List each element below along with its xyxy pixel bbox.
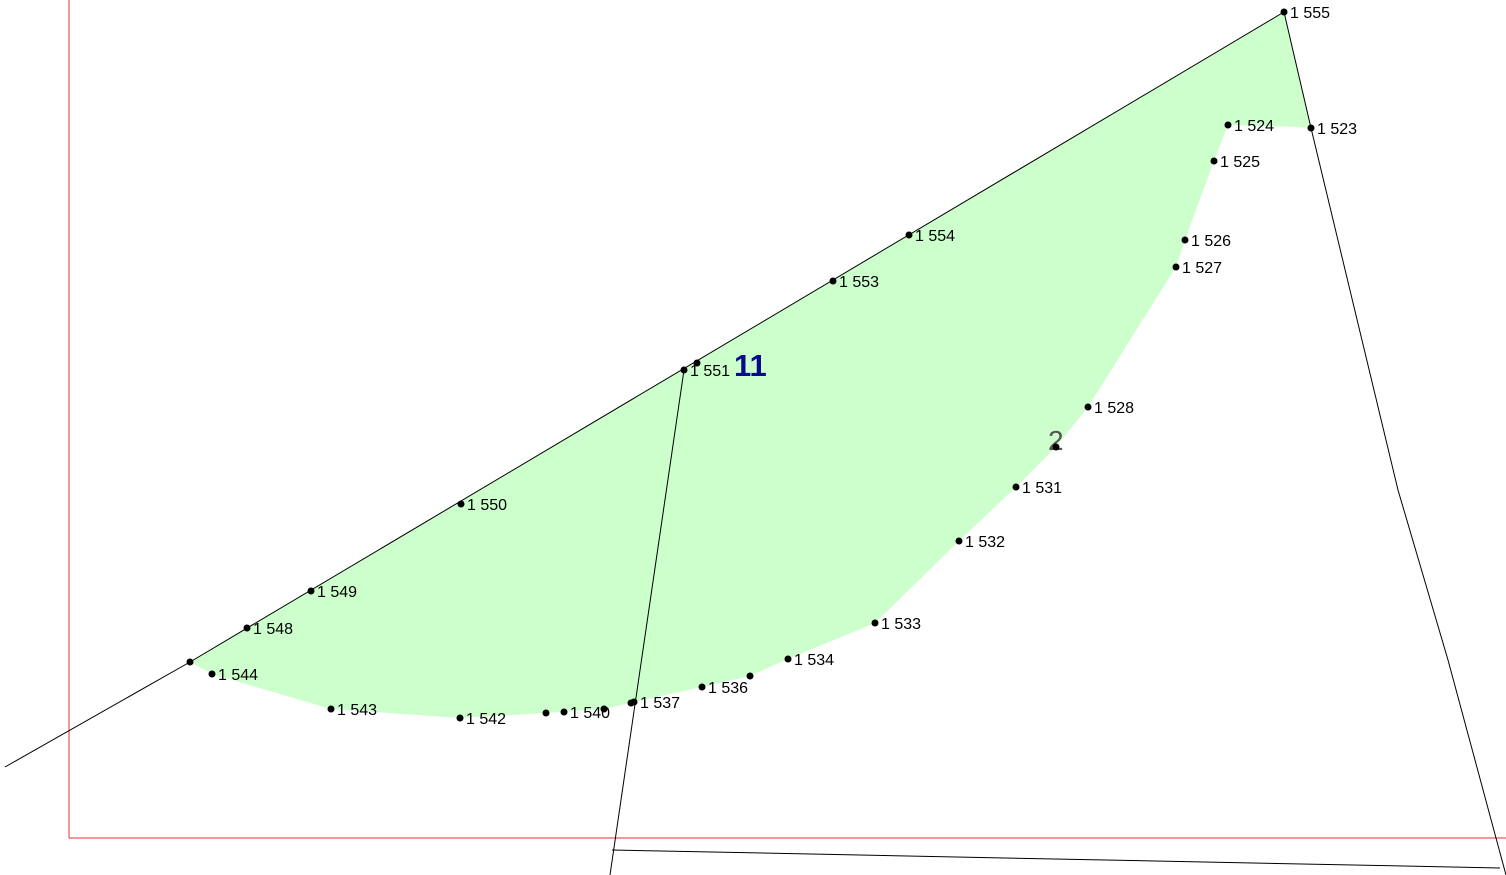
point-label-1543: 1 543 [337,702,377,719]
point-label-1531: 1 531 [1022,480,1062,497]
survey-point-marker[interactable] [1012,483,1020,491]
survey-point-marker[interactable] [1224,121,1232,129]
point-label-1523: 1 523 [1317,121,1357,138]
survey-point-marker[interactable] [327,705,335,713]
boundary-line [1310,127,1506,875]
point-label-1554: 1 554 [915,228,955,245]
survey-point-marker[interactable] [829,277,837,285]
survey-point-marker[interactable] [1084,403,1092,411]
survey-point-marker[interactable] [784,655,792,663]
survey-point-marker[interactable] [542,709,550,717]
survey-point-marker[interactable] [1181,236,1189,244]
survey-point-marker[interactable] [456,714,464,722]
point-label-1528: 1 528 [1094,400,1134,417]
survey-point-marker[interactable] [693,359,701,367]
survey-point-marker[interactable] [186,658,194,666]
survey-point-marker[interactable] [680,366,688,374]
parcel-number-2: 2 [1048,425,1064,456]
point-label-1534: 1 534 [794,652,834,669]
point-label-1525: 1 525 [1220,154,1260,171]
point-label-1550: 1 550 [467,497,507,514]
survey-point-marker[interactable] [698,683,706,691]
parcel-number-11: 11 [734,348,767,383]
point-label-1533: 1 533 [881,616,921,633]
boundary-line [4,661,191,768]
point-label-1537: 1 537 [640,695,680,712]
point-label-1551: 1 551 [690,363,730,380]
survey-point-marker[interactable] [1052,443,1060,451]
survey-point-marker[interactable] [208,670,216,678]
point-label-1540: 1 540 [570,705,610,722]
survey-point-marker[interactable] [1307,124,1315,132]
point-label-1536: 1 536 [708,680,748,697]
survey-point-marker[interactable] [627,699,635,707]
parcel-area[interactable] [190,12,1311,718]
survey-point-marker[interactable] [307,587,315,595]
point-label-1532: 1 532 [965,534,1005,551]
survey-point-marker[interactable] [457,500,465,508]
survey-point-marker[interactable] [560,708,568,716]
boundary-line [189,11,1285,663]
point-label-1524: 1 524 [1234,118,1274,135]
survey-point-marker[interactable] [905,231,913,239]
point-label-1526: 1 526 [1191,233,1231,250]
survey-point-marker[interactable] [955,537,963,545]
survey-point-marker[interactable] [243,624,251,632]
survey-point-marker[interactable] [600,705,608,713]
point-label-1548: 1 548 [253,621,293,638]
survey-point-marker[interactable] [1172,263,1180,271]
point-label-1549: 1 549 [317,584,357,601]
survey-points: 1 555 1 524 1 523 1 525 1 526 1 527 1 554 1 553… [186,5,1357,728]
survey-point-marker[interactable] [1210,157,1218,165]
boundary-line [1283,11,1312,129]
survey-point-marker[interactable] [1280,8,1288,16]
boundary-line [611,849,1501,869]
point-label-1544: 1 544 [218,667,258,684]
point-label-1542: 1 542 [466,711,506,728]
survey-point-marker[interactable] [746,672,754,680]
point-label-1527: 1 527 [1182,260,1222,277]
boundary-line [609,369,685,875]
survey-point-marker[interactable] [871,619,879,627]
point-label-1555: 1 555 [1290,5,1330,22]
point-label-1553: 1 553 [839,274,879,291]
